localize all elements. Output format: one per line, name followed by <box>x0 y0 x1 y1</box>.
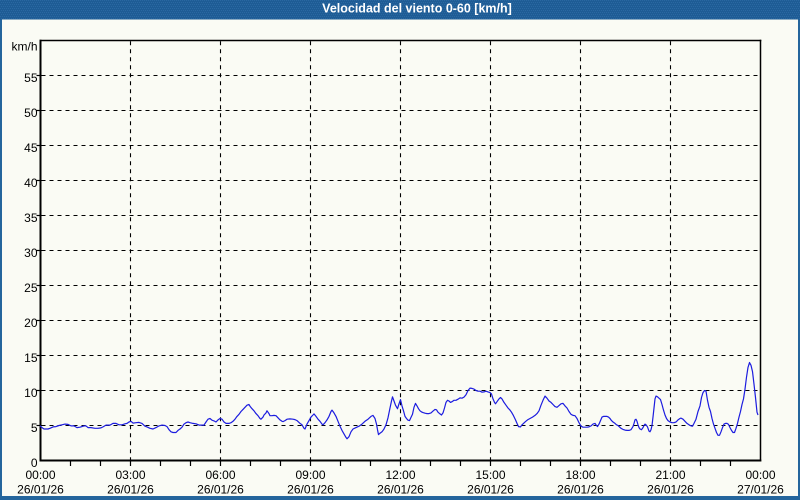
svg-text:21:00: 21:00 <box>655 468 685 482</box>
svg-text:00:00: 00:00 <box>25 468 55 482</box>
svg-text:40: 40 <box>24 176 38 190</box>
svg-text:26/01/26: 26/01/26 <box>647 483 694 497</box>
svg-text:18:00: 18:00 <box>565 468 595 482</box>
svg-text:55: 55 <box>24 71 38 85</box>
svg-text:03:00: 03:00 <box>115 468 145 482</box>
svg-text:09:00: 09:00 <box>295 468 325 482</box>
svg-text:15: 15 <box>24 351 38 365</box>
svg-text:26/01/26: 26/01/26 <box>197 483 244 497</box>
svg-text:20: 20 <box>24 316 38 330</box>
svg-text:26/01/26: 26/01/26 <box>17 483 64 497</box>
svg-text:26/01/26: 26/01/26 <box>467 483 514 497</box>
svg-text:15:00: 15:00 <box>475 468 505 482</box>
svg-text:30: 30 <box>24 246 38 260</box>
svg-text:00:00: 00:00 <box>745 468 775 482</box>
svg-text:27/01/26: 27/01/26 <box>737 483 784 497</box>
svg-text:35: 35 <box>24 211 38 225</box>
svg-text:5: 5 <box>31 421 38 435</box>
svg-text:Velocidad del viento 0-60 [km/: Velocidad del viento 0-60 [km/h] <box>322 1 512 15</box>
svg-text:12:00: 12:00 <box>385 468 415 482</box>
svg-text:26/01/26: 26/01/26 <box>107 483 154 497</box>
svg-text:km/h: km/h <box>11 39 37 53</box>
svg-text:10: 10 <box>24 386 38 400</box>
svg-text:26/01/26: 26/01/26 <box>287 483 334 497</box>
svg-text:06:00: 06:00 <box>205 468 235 482</box>
svg-text:0: 0 <box>31 456 38 470</box>
svg-text:26/01/26: 26/01/26 <box>377 483 424 497</box>
svg-text:50: 50 <box>24 106 38 120</box>
svg-text:45: 45 <box>24 141 38 155</box>
svg-text:25: 25 <box>24 281 38 295</box>
svg-text:26/01/26: 26/01/26 <box>557 483 604 497</box>
